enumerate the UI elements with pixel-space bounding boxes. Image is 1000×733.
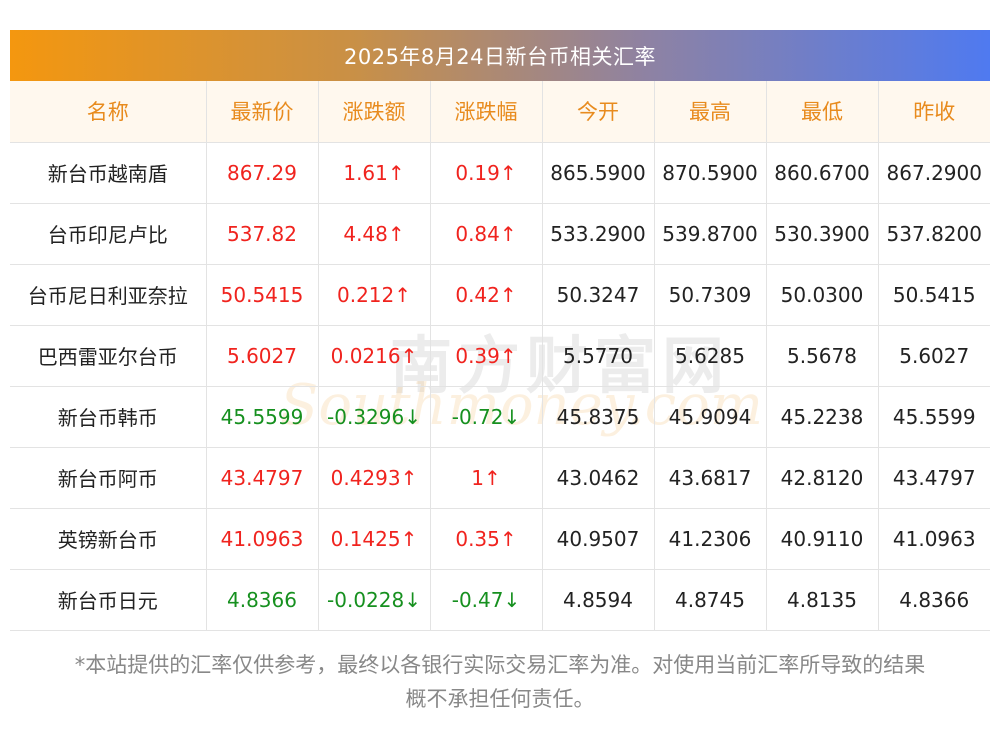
- header-change-pct: 涨跌幅: [429, 81, 542, 143]
- cell-name: 巴西雷亚尔台币: [10, 325, 206, 387]
- cell-low: 5.5678: [765, 325, 878, 387]
- cell-name: 新台币越南盾: [10, 142, 206, 204]
- cell-latest: 50.5415: [205, 264, 318, 326]
- cell-change-pct: -0.47↓: [429, 569, 542, 631]
- cell-change-pct: 1↑: [429, 447, 542, 509]
- exchange-rate-table: 名称 最新价 涨跌额 涨跌幅 今开 最高 最低 昨收 新台币越南盾 867.29 1…: [10, 81, 990, 631]
- cell-prev-close: 4.8366: [877, 569, 990, 631]
- table-row: 新台币阿币 43.4797 0.4293↑ 1↑ 43.0462 43.6817 42.81…: [10, 447, 990, 509]
- cell-high: 41.2306: [653, 508, 766, 570]
- header-latest: 最新价: [205, 81, 318, 143]
- cell-prev-close: 537.8200: [877, 203, 990, 265]
- table-title: 2025年8月24日新台币相关汇率: [10, 30, 990, 81]
- cell-change: 0.4293↑: [317, 447, 430, 509]
- rate-panel: 2025年8月24日新台币相关汇率 名称 最新价 涨跌额 涨跌幅 今开 最高 最…: [10, 30, 990, 631]
- cell-high: 539.8700: [653, 203, 766, 265]
- cell-low: 530.3900: [765, 203, 878, 265]
- cell-change-pct: 0.39↑: [429, 325, 542, 387]
- table-row: 台币印尼卢比 537.82 4.48↑ 0.84↑ 533.2900 539.8700 53…: [10, 203, 990, 265]
- cell-latest: 537.82: [205, 203, 318, 265]
- table-row: 新台币日元 4.8366 -0.0228↓ -0.47↓ 4.8594 4.8745 4.8…: [10, 569, 990, 631]
- cell-name: 台币印尼卢比: [10, 203, 206, 265]
- table-row: 新台币越南盾 867.29 1.61↑ 0.19↑ 865.5900 870.5900 86…: [10, 142, 990, 204]
- cell-high: 45.9094: [653, 386, 766, 448]
- cell-open: 40.9507: [541, 508, 654, 570]
- cell-prev-close: 50.5415: [877, 264, 990, 326]
- cell-prev-close: 45.5599: [877, 386, 990, 448]
- cell-latest: 45.5599: [205, 386, 318, 448]
- cell-change: -0.3296↓: [317, 386, 430, 448]
- table-row: 巴西雷亚尔台币 5.6027 0.0216↑ 0.39↑ 5.5770 5.6285 5.5…: [10, 325, 990, 387]
- cell-open: 50.3247: [541, 264, 654, 326]
- cell-prev-close: 41.0963: [877, 508, 990, 570]
- cell-low: 4.8135: [765, 569, 878, 631]
- table-row: 新台币韩币 45.5599 -0.3296↓ -0.72↓ 45.8375 45.9094…: [10, 386, 990, 448]
- cell-change: 1.61↑: [317, 142, 430, 204]
- cell-change: 0.0216↑: [317, 325, 430, 387]
- header-prev-close: 昨收: [877, 81, 990, 143]
- header-change: 涨跌额: [317, 81, 430, 143]
- header-open: 今开: [541, 81, 654, 143]
- cell-name: 台币尼日利亚奈拉: [10, 264, 206, 326]
- cell-name: 新台币日元: [10, 569, 206, 631]
- cell-high: 5.6285: [653, 325, 766, 387]
- cell-low: 860.6700: [765, 142, 878, 204]
- cell-high: 43.6817: [653, 447, 766, 509]
- cell-prev-close: 5.6027: [877, 325, 990, 387]
- cell-change-pct: 0.35↑: [429, 508, 542, 570]
- cell-open: 533.2900: [541, 203, 654, 265]
- cell-low: 42.8120: [765, 447, 878, 509]
- cell-prev-close: 867.2900: [877, 142, 990, 204]
- table-row: 台币尼日利亚奈拉 50.5415 0.212↑ 0.42↑ 50.3247 50.7309…: [10, 264, 990, 326]
- cell-low: 50.0300: [765, 264, 878, 326]
- cell-change: 0.212↑: [317, 264, 430, 326]
- cell-open: 865.5900: [541, 142, 654, 204]
- cell-open: 45.8375: [541, 386, 654, 448]
- disclaimer-line-2: 概不承担任何责任。: [405, 687, 595, 711]
- cell-latest: 43.4797: [205, 447, 318, 509]
- cell-change: 0.1425↑: [317, 508, 430, 570]
- table-row: 英镑新台币 41.0963 0.1425↑ 0.35↑ 40.9507 41.2306 40…: [10, 508, 990, 570]
- cell-change-pct: 0.42↑: [429, 264, 542, 326]
- header-low: 最低: [765, 81, 878, 143]
- cell-change-pct: -0.72↓: [429, 386, 542, 448]
- header-row: 名称 最新价 涨跌额 涨跌幅 今开 最高 最低 昨收: [10, 81, 990, 143]
- cell-change: -0.0228↓: [317, 569, 430, 631]
- cell-high: 50.7309: [653, 264, 766, 326]
- cell-prev-close: 43.4797: [877, 447, 990, 509]
- cell-low: 40.9110: [765, 508, 878, 570]
- cell-open: 43.0462: [541, 447, 654, 509]
- cell-high: 870.5900: [653, 142, 766, 204]
- cell-high: 4.8745: [653, 569, 766, 631]
- cell-name: 新台币阿币: [10, 447, 206, 509]
- cell-name: 新台币韩币: [10, 386, 206, 448]
- cell-change-pct: 0.19↑: [429, 142, 542, 204]
- cell-latest: 41.0963: [205, 508, 318, 570]
- disclaimer-note: *本站提供的汇率仅供参考，最终以各银行实际交易汇率为准。对使用当前汇率所导致的结…: [10, 648, 990, 716]
- cell-name: 英镑新台币: [10, 508, 206, 570]
- cell-latest: 5.6027: [205, 325, 318, 387]
- cell-open: 4.8594: [541, 569, 654, 631]
- header-high: 最高: [653, 81, 766, 143]
- cell-change-pct: 0.84↑: [429, 203, 542, 265]
- disclaimer-line-1: *本站提供的汇率仅供参考，最终以各银行实际交易汇率为准。对使用当前汇率所导致的结…: [74, 653, 926, 677]
- cell-low: 45.2238: [765, 386, 878, 448]
- cell-latest: 867.29: [205, 142, 318, 204]
- cell-open: 5.5770: [541, 325, 654, 387]
- cell-latest: 4.8366: [205, 569, 318, 631]
- header-name: 名称: [10, 81, 206, 143]
- cell-change: 4.48↑: [317, 203, 430, 265]
